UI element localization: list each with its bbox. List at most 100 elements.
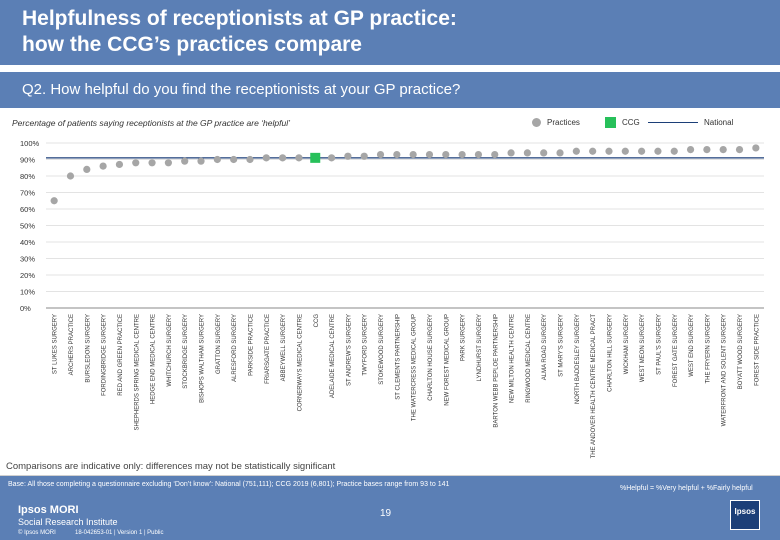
category-label: PARKSIDE PRACTICE <box>248 314 254 376</box>
category-label: CORNERWAYS MEDICAL CENTRE <box>297 314 303 411</box>
practice-point <box>344 152 352 160</box>
practice-point <box>556 149 564 157</box>
legend-practices: Practices <box>532 117 580 129</box>
category-label: BOYATT WOOD SURGERY <box>738 314 744 389</box>
brand-subtitle: Social Research Institute <box>18 517 118 527</box>
practice-point <box>99 162 107 170</box>
category-label: WICKHAM SURGERY <box>624 314 630 374</box>
category-label: NORTH BADDESLEY SURGERY <box>575 314 581 404</box>
category-label: BARTON WEBB PEPLOE PARTNERSHIP <box>493 314 499 428</box>
practice-point <box>393 150 401 159</box>
legend-ccg-label: CCG <box>622 118 640 127</box>
practice-point <box>425 150 434 159</box>
copyright: © Ipsos MORI <box>18 530 56 536</box>
practice-point <box>197 157 205 165</box>
header-bar <box>0 0 780 65</box>
national-line-icon <box>648 122 698 124</box>
helpful-definition: %Helpful = %Very helpful + %Fairly helpf… <box>620 485 753 492</box>
y-tick-label: 10% <box>20 288 35 297</box>
category-label: WATERFRONT AND SOLENT SURGERY <box>722 314 728 426</box>
category-label: ST MARY'S SURGERY <box>559 314 565 377</box>
y-tick-label: 100% <box>20 139 40 148</box>
category-label: ARCHERS PRACTICE <box>69 314 75 375</box>
practice-point <box>719 146 727 154</box>
practice-point <box>589 147 597 155</box>
practice-point <box>491 150 499 159</box>
practice-point <box>181 157 189 165</box>
category-label: GRATTON SURGERY <box>216 314 222 374</box>
chart-subtitle: Percentage of patients saying receptioni… <box>12 118 290 128</box>
practice-point <box>83 165 91 173</box>
category-label: FRIARSGATE PRACTICE <box>265 314 271 384</box>
practice-point <box>409 150 417 159</box>
category-label: WEST MEON SURGERY <box>640 314 646 382</box>
legend-practices-label: Practices <box>547 118 580 127</box>
category-label: THE WATERCRESS MEDICAL GROUP <box>412 314 418 421</box>
practice-point <box>327 154 336 162</box>
category-label: TWYFORD SURGERY <box>363 314 369 376</box>
category-label: RINGWOOD MEDICAL CENTRE <box>526 314 532 403</box>
category-label: ALRESFORD SURGERY <box>232 314 238 382</box>
category-label: CHARLTON HOUSE SURGERY <box>428 314 434 401</box>
practice-point <box>115 160 124 169</box>
category-label: CHARLTON HILL SURGERY <box>607 314 613 392</box>
category-label: RED AND GREEN PRACTICE <box>118 314 124 396</box>
practice-point <box>164 159 172 167</box>
practice-point <box>66 172 75 180</box>
practice-point <box>735 146 744 154</box>
practice-point <box>752 144 760 152</box>
category-label: THE ANDOVER HEALTH CENTRE MEDICAL PRACT <box>591 314 597 459</box>
category-label: SHEPHERDS SPRING MEDICAL CENTRE <box>134 314 140 430</box>
practice-point <box>686 146 695 154</box>
page-title: Helpfulness of receptionists at GP pract… <box>22 7 457 56</box>
category-label: FORDINGBRIDGE SURGERY <box>102 314 108 396</box>
y-tick-label: 70% <box>20 189 35 198</box>
category-label: HEDGE END MEDICAL CENTRE <box>151 314 157 404</box>
practice-point <box>670 147 678 155</box>
practice-point <box>442 150 450 159</box>
category-label: FOREST GATE SURGERY <box>673 314 679 387</box>
brand-name: Ipsos MORI <box>18 504 79 516</box>
practice-point <box>376 150 385 159</box>
practice-point <box>213 155 221 164</box>
ccg-marker-icon <box>605 117 616 129</box>
question-text: Q2. How helpful do you find the receptio… <box>22 81 461 98</box>
practice-point <box>507 149 515 157</box>
category-label: THE FRYERN SURGERY <box>705 314 711 383</box>
practice-point <box>474 150 483 159</box>
category-label: NEW FOREST MEDICAL GROUP <box>444 314 450 406</box>
ipsos-logo-icon: Ipsos <box>730 500 760 530</box>
category-label: ST CLEMENTS PARTNERSHIP <box>395 314 401 400</box>
category-label: BURSLEDON SURGERY <box>85 314 91 383</box>
category-label: ABBEYWELL SURGERY <box>281 314 287 381</box>
practice-point <box>360 152 368 160</box>
practice-point <box>654 147 662 155</box>
category-label: STOKEWOOD SURGERY <box>379 314 385 385</box>
category-label: CCG <box>314 314 320 328</box>
practice-marker-icon <box>532 118 541 128</box>
practice-point <box>262 154 270 162</box>
logo-text: Ipsos <box>734 507 756 516</box>
legend-national: National <box>648 117 733 129</box>
y-tick-label: 0% <box>20 304 31 313</box>
y-tick-label: 50% <box>20 222 35 231</box>
practice-point <box>703 146 711 154</box>
y-tick-label: 30% <box>20 255 35 264</box>
category-label: ST PAUL'S SURGERY <box>656 314 662 375</box>
footer-divider <box>0 475 780 476</box>
y-tick-label: 90% <box>20 156 35 165</box>
practice-point <box>148 159 156 167</box>
y-tick-label: 60% <box>20 205 35 214</box>
category-label: STOCKBRIDGE SURGERY <box>183 314 189 389</box>
practice-point <box>458 150 466 159</box>
practice-point <box>572 147 580 155</box>
category-label: NEW MILTON HEALTH CENTRE <box>510 314 516 403</box>
page-number: 19 <box>380 508 392 519</box>
category-label: FOREST SIDE PRACTICE <box>754 314 760 386</box>
legend-national-label: National <box>704 118 734 127</box>
practice-point <box>279 154 287 162</box>
question-bar <box>0 72 780 108</box>
category-label: PARK SURGERY <box>461 314 467 361</box>
category-label: LYNDHURST SURGERY <box>477 314 483 381</box>
practice-point <box>638 147 646 155</box>
